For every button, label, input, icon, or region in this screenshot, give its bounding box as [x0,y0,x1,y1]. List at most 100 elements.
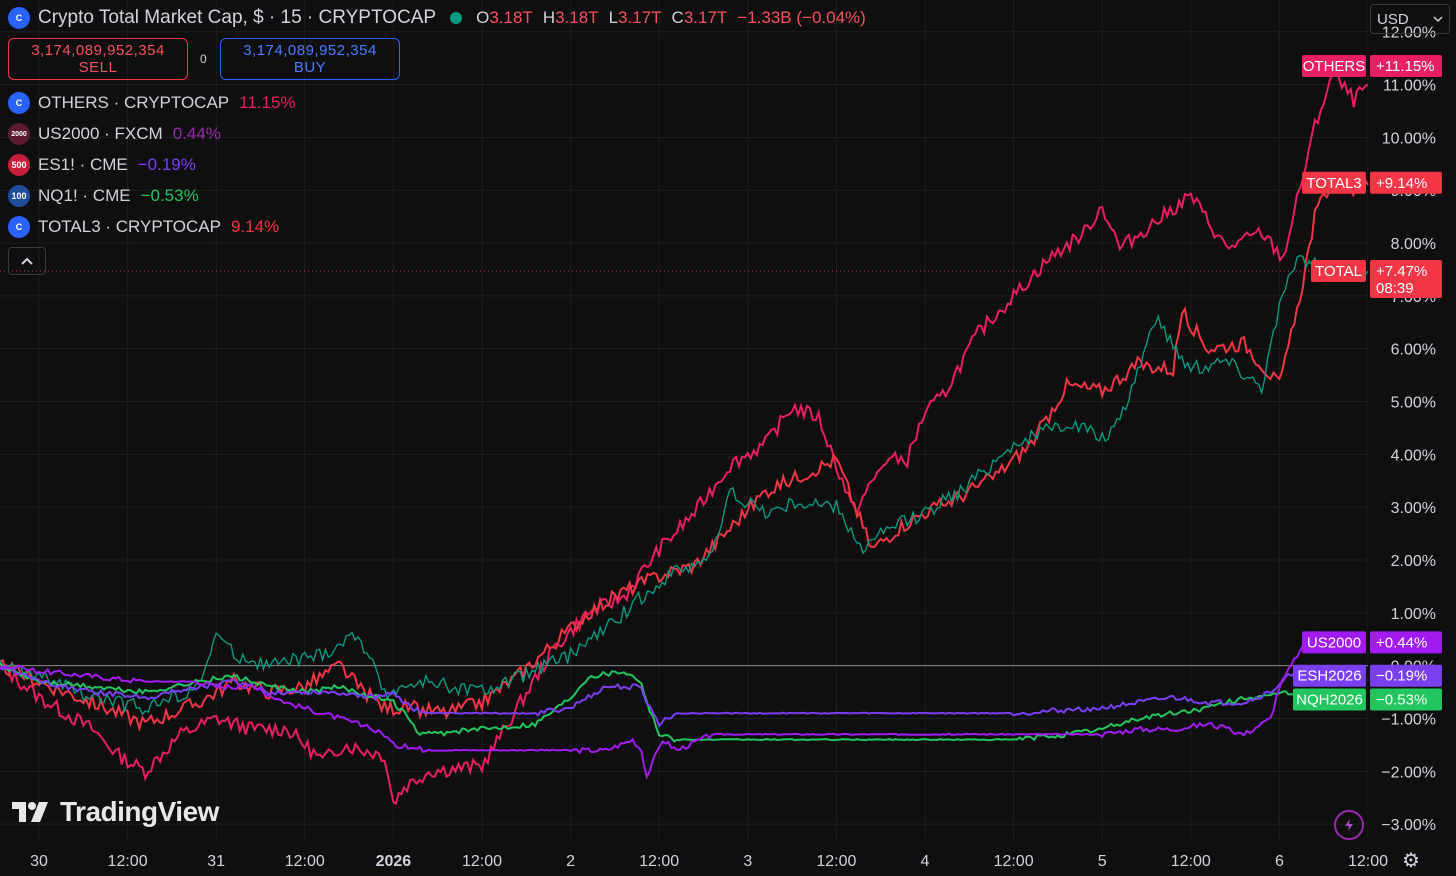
price-axis-value-label: −0.53% [1376,691,1427,708]
price-axis-value-tag [1370,688,1442,711]
legend-symbol: ES1! [38,155,75,174]
y-tick-label: 2.00% [1391,553,1436,570]
y-tick-label: 5.00% [1391,395,1436,412]
series-line-us2000 [0,630,1333,780]
symbol-logo-icon: C [8,92,30,114]
series-name-label: OTHERS [1303,58,1366,75]
series-name-tag [1302,631,1366,654]
time-axis[interactable] [0,840,1456,876]
legend-source: CME [92,186,131,205]
x-tick-label: 2026 [376,853,412,870]
series-name-label: NQH2026 [1296,691,1363,708]
x-tick-label: 12:00 [1348,853,1388,870]
legend-separator: · [99,124,115,143]
series-name-label: ESH2026 [1297,668,1361,685]
ohlc-value: 3.18T [489,8,533,27]
legend-separator: · [108,93,124,112]
legend-item-nq1[interactable]: 100 NQ1! · CME −0.53% [8,185,199,207]
legend-item-es1[interactable]: 500 ES1! · CME −0.19% [8,154,196,176]
series-name-tag [1293,688,1366,711]
y-tick-label: 1.00% [1391,606,1436,623]
legend-separator: · [100,217,116,236]
x-tick-label: 2 [566,853,575,870]
series-name-tag [1302,171,1366,194]
ohlc-value: 3.18T [555,8,599,27]
price-axis-value-tag [1370,260,1442,299]
x-tick-label: 12:00 [639,853,679,870]
ohlc-value: 3.17T [618,8,662,27]
sell-price: 3,174,089,952,354 [31,42,165,59]
buy-price: 3,174,089,952,354 [243,42,377,59]
countdown-label: 08:39 [1376,280,1414,297]
y-tick-label: 3.00% [1391,500,1436,517]
series-line-total3 [0,175,1369,733]
tradingview-logo-icon [12,802,48,822]
symbol-header: C Crypto Total Market Cap, $ · 15 · CRYP… [8,6,876,30]
series-line-others [0,70,1369,806]
legend-symbol: TOTAL3 [38,217,101,236]
chevron-down-icon [1433,16,1443,23]
y-tick-label: 4.00% [1391,447,1436,464]
price-axis-value-label: −0.19% [1376,668,1427,685]
chart-title[interactable]: Crypto Total Market Cap, $ · 15 · CRYPTO… [38,7,437,28]
price-axis-value-label: +9.14% [1376,175,1427,192]
ohlc-key: H [542,8,556,27]
x-tick-label: 6 [1275,853,1284,870]
legend-item-total3[interactable]: C TOTAL3 · CRYPTOCAP 9.14% [8,216,279,238]
legend-source: CME [89,155,128,174]
price-axis-value-tag [1370,171,1442,194]
symbol-logo-icon: 100 [8,185,30,207]
legend-separator: · [74,155,90,174]
y-tick-label: 11.00% [1383,78,1436,95]
currency-value: USD [1377,10,1409,28]
series-name-label: US2000 [1307,634,1361,651]
legend-source: CRYPTOCAP [123,93,230,112]
series-line-total [0,254,1369,716]
legend-item-us2000[interactable]: 2000 US2000 · FXCM 0.44% [8,123,221,145]
sell-label: SELL [78,59,118,76]
price-axis-value-tag [1370,631,1442,654]
y-tick-label: 10.00% [1382,130,1436,147]
x-tick-label: 12:00 [108,853,148,870]
x-tick-label: 12:00 [1171,853,1211,870]
lightning-icon[interactable] [1334,810,1364,840]
cryptocap-logo-icon: C [8,7,30,29]
collapse-legend-button[interactable] [8,247,46,275]
x-tick-label: 12:00 [285,853,325,870]
y-tick-label: −1.00% [1381,711,1436,728]
market-status-icon [450,12,463,24]
price-axis-value-label: +0.44% [1376,634,1427,651]
buy-button[interactable]: 3,174,089,952,354 BUY [220,38,400,80]
symbol-logo-icon: 500 [8,154,30,176]
ohlc-value: 3.17T [683,8,728,27]
ohlc-readout: O3.18T H3.18T L3.17T C3.17T −1.33B (−0.04%) [476,8,876,28]
legend-symbol: NQ1! [38,186,78,205]
x-tick-label: 12:00 [816,853,856,870]
x-tick-label: 3 [743,853,752,870]
sell-button[interactable]: 3,174,089,952,354 SELL [8,38,188,80]
legend-item-others[interactable]: C OTHERS · CRYPTOCAP 11.15% [8,92,296,114]
y-tick-label: 8.00% [1391,236,1436,253]
x-tick-label: 5 [1098,853,1107,870]
series-line-nqh2026 [0,662,1298,743]
legend-change: 9.14% [230,217,280,236]
legend-change: −0.19% [137,155,196,174]
gear-icon[interactable]: ⚙ [1402,850,1420,872]
legend-change: 11.15% [239,93,296,112]
series-name-tag [1293,664,1366,687]
legend-separator: · [77,186,93,205]
legend-source: FXCM [114,124,163,143]
x-tick-label: 31 [207,853,225,870]
series-name-label: TOTAL3 [1306,175,1361,192]
currency-select[interactable]: USD [1370,4,1450,34]
tradingview-watermark: TradingView [12,796,219,828]
x-tick-label: 12:00 [994,853,1034,870]
y-tick-label: −3.00% [1381,817,1436,834]
x-tick-label: 4 [921,853,930,870]
price-axis-value-tag [1370,664,1442,687]
watermark-text: TradingView [60,796,219,827]
price-axis-value-tag [1370,55,1442,78]
legend-change: −0.53% [140,186,199,205]
symbol-logo-icon: 2000 [8,123,30,145]
